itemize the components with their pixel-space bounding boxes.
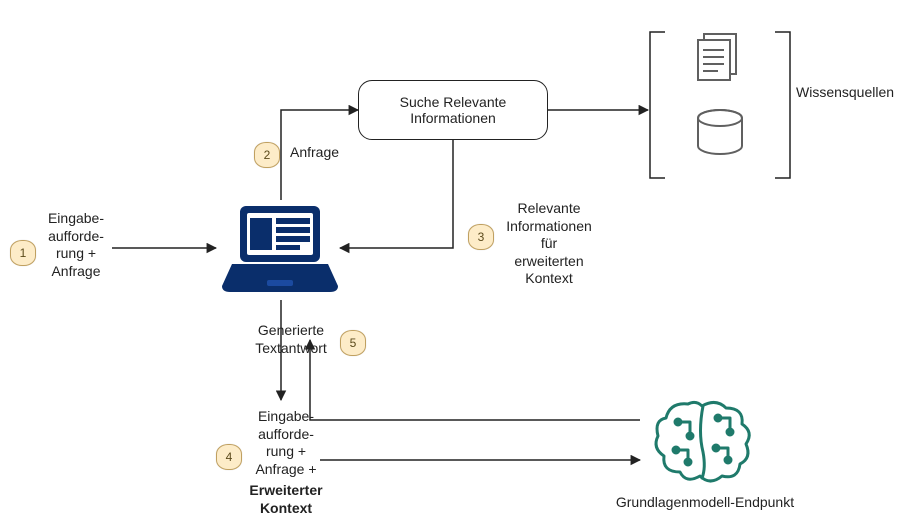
brain-chip-icon (648, 392, 758, 492)
label-knowledge: Wissensquellen (796, 84, 898, 102)
step-badge-2-num: 2 (264, 148, 271, 162)
database-icon (690, 104, 750, 164)
label-brain: Grundlagenmodell-Endpunkt (600, 494, 810, 512)
label-step4a: Eingabe- aufforde- rung + Anfrage + (246, 408, 326, 478)
documents-icon (690, 30, 750, 90)
label-step1: Eingabe- aufforde- rung + Anfrage (40, 210, 112, 280)
step-badge-3: 3 (468, 224, 494, 250)
step-badge-1: 1 (10, 240, 36, 266)
label-step2: Anfrage (290, 144, 360, 162)
label-step4b: Erweiterter Kontext (236, 482, 336, 517)
step-badge-5-num: 5 (350, 336, 357, 350)
label-step5: Generierte Textantwort (246, 322, 336, 357)
step-badge-2: 2 (254, 142, 280, 168)
step-badge-4: 4 (216, 444, 242, 470)
label-step3: Relevante Informationen für erweiterten … (494, 200, 604, 288)
step-badge-4-num: 4 (226, 450, 233, 464)
laptop-icon (220, 200, 340, 300)
node-search-box: Suche Relevante Informationen (358, 80, 548, 140)
step-badge-1-num: 1 (20, 246, 27, 260)
step-badge-3-num: 3 (478, 230, 485, 244)
step-badge-5: 5 (340, 330, 366, 356)
node-search-box-label: Suche Relevante Informationen (367, 94, 539, 126)
